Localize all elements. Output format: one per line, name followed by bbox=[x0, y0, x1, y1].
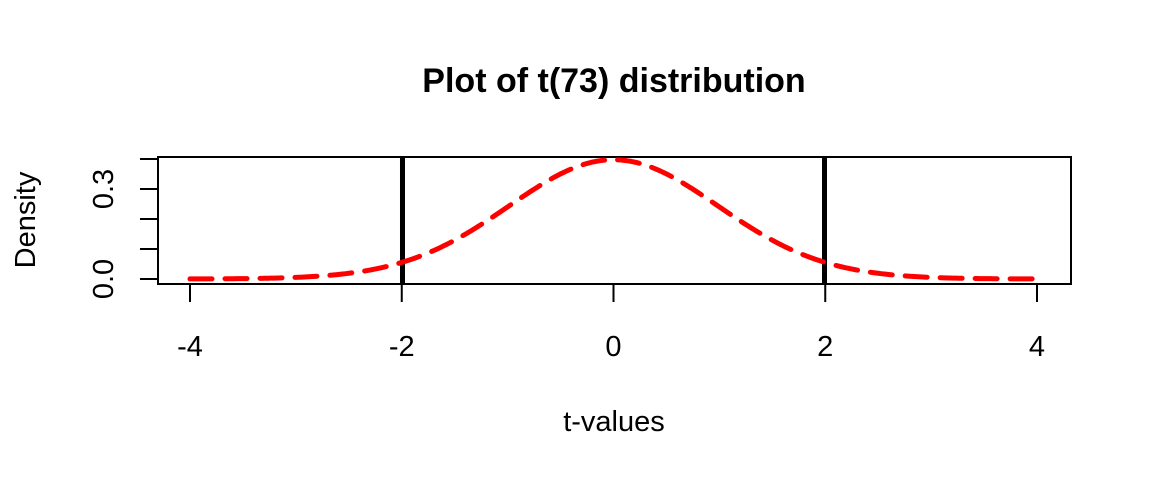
x-axis-label: t-values bbox=[563, 406, 665, 438]
y-axis: 0.0 0.3 bbox=[88, 158, 159, 299]
density-curve bbox=[187, 157, 1040, 282]
x-tick-label: 0 bbox=[605, 331, 621, 363]
density-series bbox=[187, 157, 1040, 282]
y-axis-label: Density bbox=[10, 171, 42, 268]
x-tick-label: 2 bbox=[817, 331, 833, 363]
x-tick-label: -4 bbox=[177, 331, 203, 363]
plot-box bbox=[157, 156, 1072, 285]
x-axis: -4 -2 0 2 4 bbox=[177, 283, 1045, 363]
x-tick-label: 4 bbox=[1029, 331, 1045, 363]
y-tick-label: 0.0 bbox=[88, 259, 120, 299]
x-tick-label: -2 bbox=[389, 331, 415, 363]
critical-value-lines bbox=[399, 157, 828, 284]
y-tick-label: 0.3 bbox=[88, 169, 120, 209]
chart-title: Plot of t(73) distribution bbox=[422, 62, 805, 100]
